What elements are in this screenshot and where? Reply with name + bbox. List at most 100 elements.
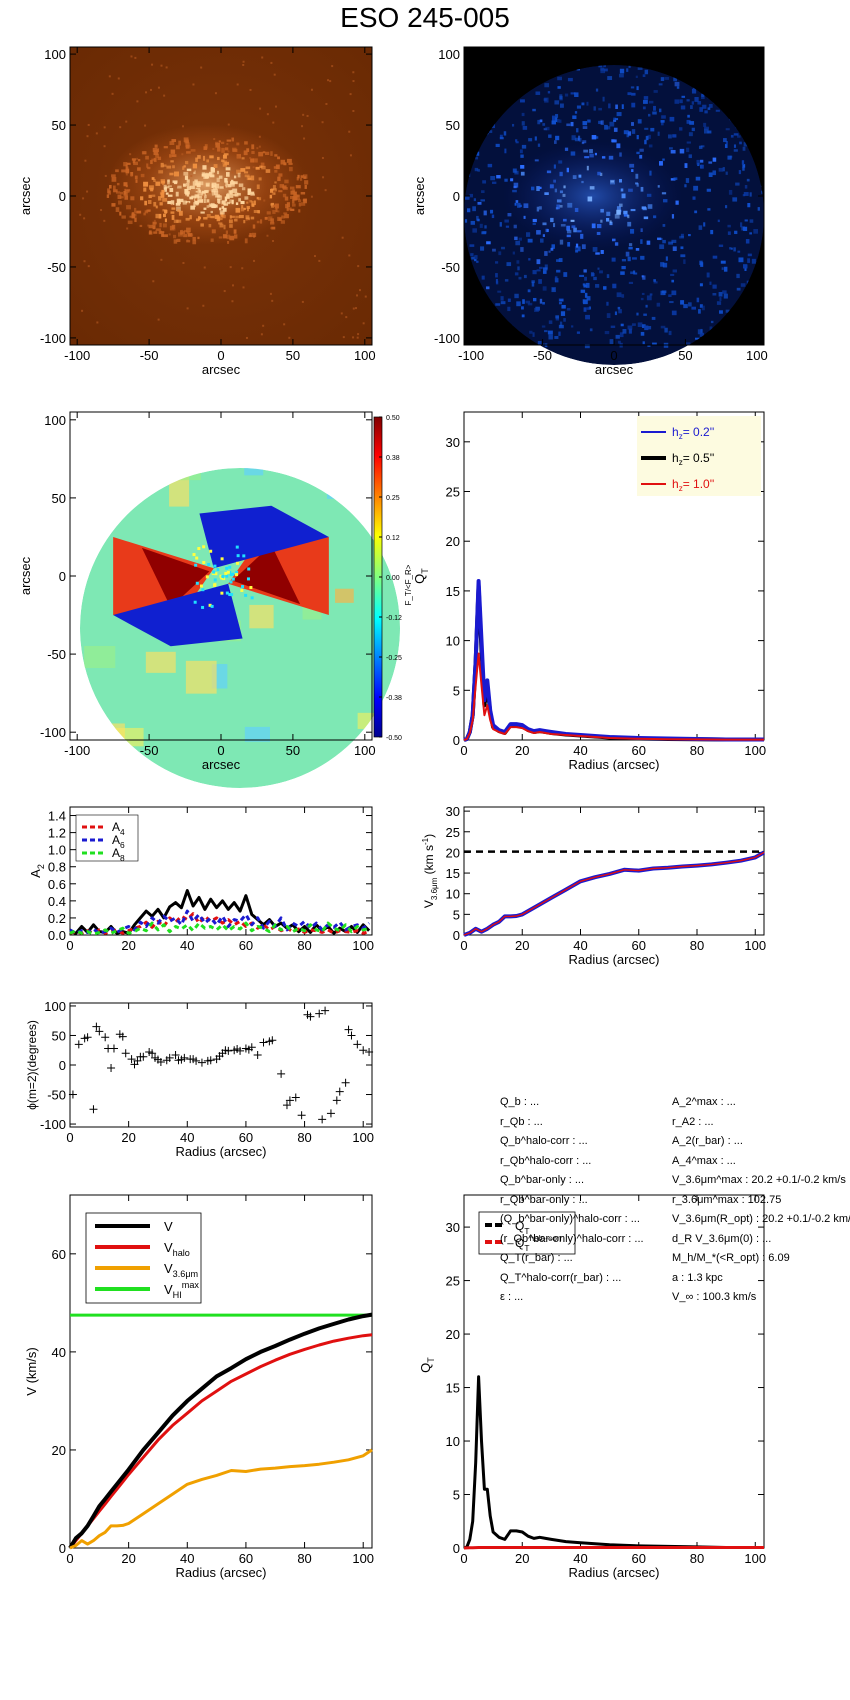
image-pixel	[691, 127, 695, 132]
image-pixel	[684, 163, 688, 168]
image-pixel	[651, 316, 656, 320]
image-pixel	[241, 267, 244, 270]
image-pixel	[584, 292, 588, 298]
image-pixel	[166, 165, 172, 169]
image-pixel	[255, 167, 260, 170]
image-pixel	[194, 198, 197, 201]
qt-curve	[463, 579, 764, 742]
image-pixel	[162, 223, 167, 228]
y-axis-label: A2	[28, 864, 46, 878]
image-pixel	[233, 229, 237, 234]
x-tick-label: 40	[180, 1551, 194, 1566]
image-pixel	[352, 336, 355, 339]
image-pixel	[211, 202, 215, 208]
image-pixel	[83, 217, 86, 220]
image-pixel	[674, 81, 680, 87]
image-pixel	[203, 207, 207, 210]
image-pixel	[599, 270, 603, 274]
image-pixel	[646, 240, 651, 245]
image-pixel	[648, 100, 654, 104]
image-pixel	[277, 176, 281, 182]
image-pixel	[719, 310, 723, 314]
image-pixel	[709, 281, 712, 285]
image-pixel	[154, 144, 158, 148]
image-pixel	[504, 178, 508, 182]
image-pixel	[592, 247, 598, 252]
image-pixel	[708, 172, 713, 177]
image-pixel	[137, 167, 141, 171]
image-pixel	[220, 141, 225, 145]
image-pixel	[140, 173, 145, 178]
image-pixel	[290, 190, 295, 195]
image-pixel	[258, 177, 262, 181]
label-subscript: T	[524, 1243, 529, 1253]
label-base: V	[422, 900, 436, 908]
image-pixel	[645, 304, 648, 308]
image-pixel	[100, 209, 103, 212]
image-pixel	[699, 283, 703, 287]
y-tick-label: 15	[446, 1381, 460, 1396]
image-pixel	[300, 174, 305, 179]
image-pixel	[485, 286, 490, 290]
image-pixel	[515, 200, 519, 203]
image-pixel	[120, 196, 124, 199]
map-pixel	[220, 576, 224, 580]
image-pixel	[130, 171, 134, 177]
image-pixel	[153, 178, 156, 182]
map-pixel	[194, 563, 198, 567]
image-pixel	[299, 177, 303, 181]
image-pixel	[271, 202, 274, 208]
image-pixel	[150, 187, 154, 192]
image-pixel	[617, 306, 621, 310]
y-tick-label: 100	[44, 47, 66, 62]
image-pixel	[698, 309, 701, 314]
colorbar-tick-label: 0.25	[386, 495, 400, 502]
image-pixel	[694, 97, 699, 102]
image-pixel	[220, 212, 224, 217]
image-pixel	[521, 314, 525, 318]
image-pixel	[211, 182, 217, 188]
v-total-curve	[68, 1312, 373, 1550]
y-tick-label: 20	[52, 1443, 66, 1458]
image-pixel	[123, 194, 126, 197]
image-pixel	[352, 71, 355, 74]
image-pixel	[497, 290, 502, 293]
image-pixel	[298, 199, 302, 203]
panel2-image	[464, 47, 764, 365]
image-pixel	[501, 246, 505, 250]
image-pixel	[149, 185, 154, 190]
image-pixel	[621, 259, 627, 262]
image-pixel	[355, 307, 358, 310]
image-pixel	[626, 133, 630, 138]
image-pixel	[115, 207, 120, 213]
image-pixel	[586, 101, 589, 106]
image-pixel	[743, 192, 749, 196]
phase-point	[101, 1033, 110, 1042]
image-pixel	[594, 152, 597, 156]
image-pixel	[630, 86, 635, 89]
image-pixel	[106, 194, 110, 198]
image-pixel	[643, 96, 649, 100]
image-pixel	[657, 185, 660, 188]
image-pixel	[621, 104, 624, 109]
image-pixel	[498, 251, 502, 256]
image-pixel	[600, 249, 604, 254]
x-tick-label: 20	[515, 743, 529, 758]
image-pixel	[671, 310, 677, 316]
image-pixel	[223, 290, 226, 293]
image-pixel	[633, 272, 638, 275]
image-pixel	[190, 205, 195, 210]
image-pixel	[679, 127, 683, 131]
phase-point	[253, 1050, 262, 1059]
image-pixel	[570, 219, 575, 222]
image-pixel	[268, 216, 273, 222]
image-pixel	[694, 210, 698, 214]
image-pixel	[700, 159, 704, 163]
image-pixel	[659, 244, 665, 249]
image-pixel	[242, 286, 245, 289]
image-pixel	[236, 169, 242, 174]
image-pixel	[555, 114, 559, 118]
image-pixel	[537, 119, 541, 125]
image-pixel	[640, 186, 644, 192]
